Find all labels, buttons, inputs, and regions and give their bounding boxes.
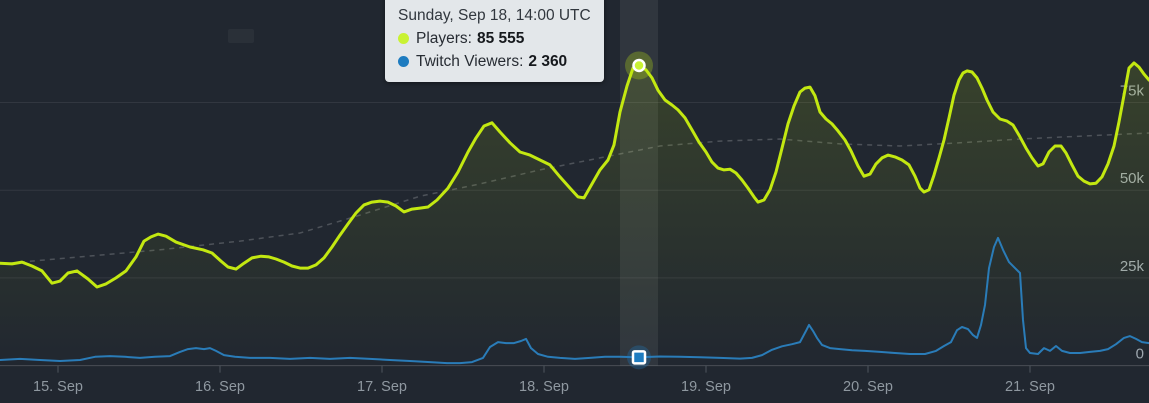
tooltip-players-row: Players: 85 555 [398, 27, 591, 50]
tooltip-players-value: 85 555 [477, 30, 525, 47]
tooltip-twitch-value: 2 360 [528, 53, 568, 70]
x-axis-label: 16. Sep [195, 379, 245, 395]
players-line [0, 61, 1149, 289]
x-axis-label: 19. Sep [681, 379, 731, 395]
twitch-selected-marker [631, 350, 647, 365]
x-axis-label: 21. Sep [1005, 379, 1055, 395]
tooltip-twitch-label: Twitch Viewers: [416, 53, 524, 70]
players-legend-dot-icon [398, 33, 409, 44]
tooltip-twitch-row: Twitch Viewers: 2 360 [398, 50, 591, 73]
x-axis-label: 18. Sep [519, 379, 569, 395]
players-area-fill [0, 62, 1149, 366]
x-axis-label: 15. Sep [33, 379, 83, 395]
watermark-fragment [228, 29, 254, 43]
chart-tooltip: Sunday, Sep 18, 14:00 UTC Players: 85 55… [385, 0, 604, 82]
tooltip-date: Sunday, Sep 18, 14:00 UTC [398, 7, 591, 24]
players-selected-marker [632, 58, 646, 73]
x-axis-label: 20. Sep [843, 379, 893, 395]
twitch-viewers-line [0, 236, 1149, 365]
x-axis-label: 17. Sep [357, 379, 407, 395]
tooltip-players-label: Players: [416, 30, 472, 47]
twitch-legend-dot-icon [398, 56, 409, 67]
